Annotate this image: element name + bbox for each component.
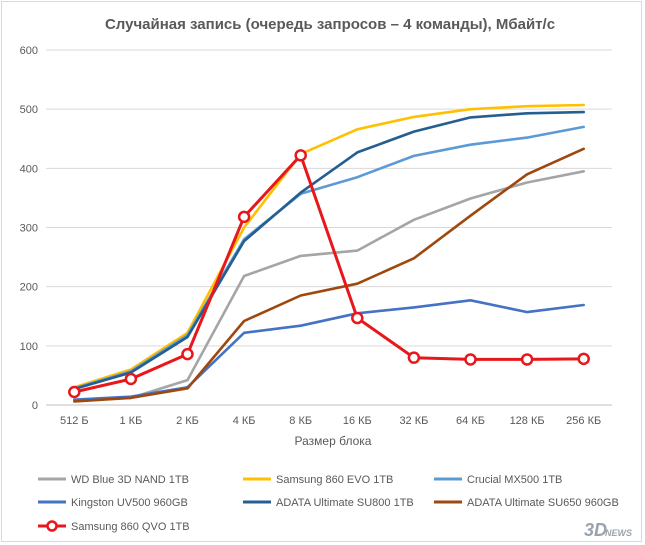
- legend-item: Kingston UV500 960GB: [38, 497, 188, 509]
- data-point: [351, 311, 364, 325]
- y-tick-label: 0: [32, 400, 38, 412]
- x-tick-label: 16 КБ: [343, 415, 372, 427]
- legend-label: ADATA Ultimate SU650 960GB: [467, 497, 619, 509]
- series-3: [73, 298, 586, 402]
- legend: WD Blue 3D NAND 1TB Samsung 860 EVO 1TB Cr…: [38, 474, 619, 533]
- data-point: [520, 353, 534, 366]
- data-point: [68, 385, 81, 399]
- series-line: [73, 170, 586, 402]
- series-line: [73, 147, 586, 403]
- y-axis-ticks: 0 100 200 300 400 500 600: [20, 45, 38, 412]
- legend-marker: [46, 520, 58, 532]
- data-point: [181, 347, 194, 361]
- legend-item: Samsung 860 EVO 1TB: [243, 474, 393, 486]
- data-point: [124, 372, 138, 386]
- series-line: [73, 125, 586, 390]
- legend-label: WD Blue 3D NAND 1TB: [71, 474, 189, 486]
- x-tick-label: 256 КБ: [566, 415, 601, 427]
- series-group: [68, 103, 590, 403]
- chart-title: Случайная запись (очередь запросов – 4 к…: [105, 16, 555, 33]
- series-line: [73, 298, 586, 402]
- y-tick-label: 400: [20, 163, 38, 175]
- y-tick-label: 300: [20, 223, 38, 235]
- legend-item: WD Blue 3D NAND 1TB: [38, 474, 189, 486]
- y-tick-label: 500: [20, 104, 38, 116]
- series-2: [73, 125, 586, 390]
- legend-item: ADATA Ultimate SU650 960GB: [434, 497, 619, 509]
- watermark-suffix: NEWS: [605, 528, 632, 538]
- x-tick-label: 512 Б: [60, 415, 89, 427]
- legend-item: ADATA Ultimate SU800 1TB: [243, 497, 414, 509]
- y-tick-label: 600: [20, 45, 38, 57]
- series-line: [72, 153, 586, 394]
- series-5: [73, 147, 586, 403]
- legend-item: Crucial MX500 1TB: [434, 474, 562, 486]
- y-tick-label: 200: [20, 282, 38, 294]
- x-tick-label: 128 КБ: [510, 415, 545, 427]
- data-point: [237, 210, 251, 224]
- series-line: [73, 103, 586, 389]
- x-tick-label: 1 КБ: [119, 415, 142, 427]
- grid-lines: [46, 49, 612, 406]
- series-6: [68, 149, 590, 399]
- data-point: [294, 149, 307, 162]
- x-axis-title: Размер блока: [295, 434, 372, 448]
- x-tick-label: 32 КБ: [399, 415, 428, 427]
- series-line: [73, 110, 586, 391]
- legend-label: ADATA Ultimate SU800 1TB: [276, 497, 414, 509]
- series-1: [73, 103, 586, 389]
- x-tick-label: 64 КБ: [456, 415, 485, 427]
- series-4: [73, 110, 586, 391]
- legend-label: Crucial MX500 1TB: [467, 474, 562, 486]
- legend-label: Kingston UV500 960GB: [71, 497, 188, 509]
- legend-item: Samsung 860 QVO 1TB: [38, 520, 190, 533]
- x-axis-ticks: 512 Б 1 КБ 2 КБ 4 КБ 8 КБ 16 КБ 32 КБ 64 КБ 128 …: [60, 415, 601, 427]
- legend-label: Samsung 860 EVO 1TB: [276, 474, 393, 486]
- x-tick-label: 8 КБ: [289, 415, 312, 427]
- watermark-main: 3D: [584, 520, 607, 540]
- x-tick-label: 4 КБ: [233, 415, 256, 427]
- data-point: [577, 352, 590, 366]
- series-0: [73, 170, 586, 402]
- data-point: [464, 353, 477, 366]
- watermark: 3D NEWS: [584, 520, 632, 540]
- legend-label: Samsung 860 QVO 1TB: [71, 521, 190, 533]
- data-point: [407, 351, 421, 364]
- y-tick-label: 100: [20, 341, 38, 353]
- x-tick-label: 2 КБ: [176, 415, 199, 427]
